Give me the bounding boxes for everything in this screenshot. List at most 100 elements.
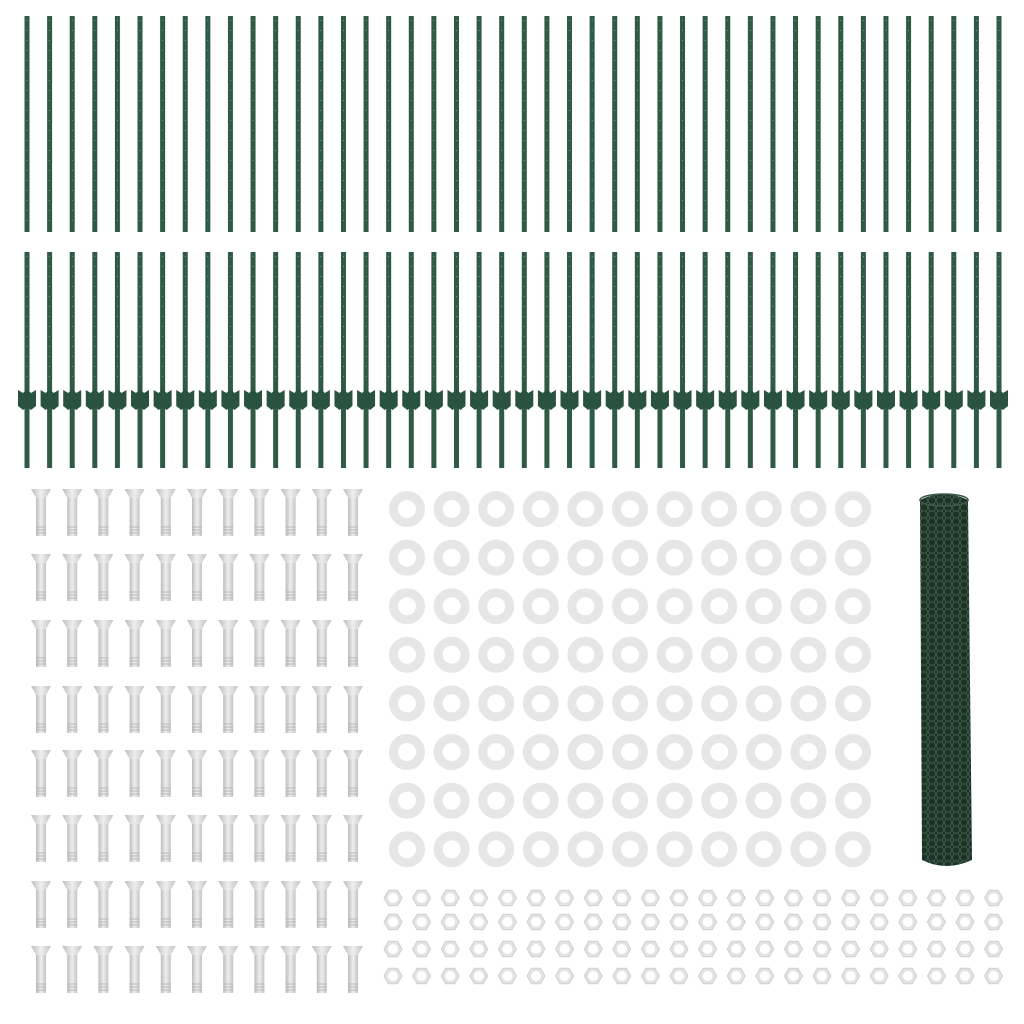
washer — [389, 491, 425, 527]
washer — [389, 685, 425, 722]
hex-nut — [612, 889, 632, 907]
bolt — [249, 881, 270, 928]
washer — [522, 734, 559, 770]
anchor-plate — [922, 389, 941, 410]
bolt — [187, 620, 207, 667]
hex-nut — [526, 889, 546, 907]
bolt — [124, 946, 145, 993]
hex-nut — [898, 913, 918, 931]
hex-nut — [583, 940, 603, 958]
fence-post-with-anchor — [63, 252, 82, 468]
anchor-plate — [718, 389, 737, 410]
fence-post-with-anchor — [334, 252, 353, 468]
bolt — [62, 946, 83, 993]
hex-nut — [984, 913, 1004, 931]
washer — [745, 685, 782, 722]
bolt — [93, 750, 114, 797]
anchor-plate — [244, 389, 263, 410]
hex-nut — [469, 940, 489, 958]
fence-post-with-anchor — [628, 252, 647, 468]
hex-nut — [640, 913, 660, 931]
hex-nut — [412, 940, 432, 958]
anchor-plate — [763, 389, 782, 410]
fence-post-with-anchor — [876, 252, 895, 468]
washer — [701, 831, 738, 868]
hex-nut — [726, 967, 746, 985]
washer — [433, 831, 470, 868]
fence-post — [521, 16, 527, 232]
washer — [835, 588, 871, 625]
washer — [433, 539, 470, 576]
bolt — [93, 489, 114, 536]
washer — [478, 782, 515, 819]
anchor-plate — [515, 389, 534, 410]
anchor-plate — [696, 389, 715, 410]
bolt — [187, 489, 207, 536]
fence-post-with-anchor — [922, 252, 941, 468]
bolt — [93, 946, 114, 993]
hex-nut — [898, 889, 918, 907]
bolt — [31, 686, 51, 733]
bolt — [280, 620, 301, 667]
washer — [389, 831, 425, 868]
fence-post — [476, 16, 482, 232]
hex-nut — [383, 940, 403, 958]
hex-nut — [698, 913, 718, 931]
fence-post — [250, 16, 256, 232]
anchor-plate — [153, 389, 172, 410]
washer — [835, 539, 871, 576]
washer — [612, 734, 648, 770]
bolt — [249, 815, 270, 862]
bolt — [187, 815, 207, 862]
fence-post-with-anchor — [244, 252, 263, 468]
anchor-plate — [809, 389, 828, 410]
hex-nut — [726, 913, 746, 931]
fence-post — [680, 16, 686, 232]
washer — [433, 588, 470, 625]
bolt — [218, 489, 239, 536]
washer — [478, 831, 515, 868]
bolt — [311, 881, 332, 928]
mesh-roll — [919, 493, 972, 866]
bolt — [218, 554, 239, 601]
anchor-plate — [221, 389, 240, 410]
bolt — [155, 489, 176, 536]
bolt — [124, 686, 145, 733]
fence-post-with-anchor — [379, 252, 398, 468]
hex-nut — [440, 940, 460, 958]
bolt — [155, 554, 176, 601]
washer — [745, 491, 782, 527]
hex-nut — [497, 940, 517, 958]
fence-post-with-anchor — [967, 252, 986, 468]
hex-nut — [955, 940, 975, 958]
hex-nut — [412, 967, 432, 985]
fence-post-with-anchor — [492, 252, 511, 468]
hex-nut — [526, 940, 546, 958]
fence-posts-plain-row — [24, 16, 1002, 232]
washer — [656, 782, 693, 819]
fence-post — [657, 16, 663, 232]
hex-nut — [926, 889, 946, 907]
washer — [835, 734, 871, 770]
washer — [835, 831, 871, 868]
washer — [790, 685, 827, 722]
fence-post-with-anchor — [854, 252, 873, 468]
hex-nut — [869, 967, 889, 985]
fence-post — [386, 16, 392, 232]
washer — [567, 685, 604, 722]
bolt — [343, 489, 363, 536]
hex-nut — [555, 913, 575, 931]
fence-post-with-anchor — [560, 252, 579, 468]
fence-post-with-anchor — [424, 252, 443, 468]
washers-grid — [389, 491, 871, 868]
fence-post-with-anchor — [583, 252, 602, 468]
fence-post — [860, 16, 866, 232]
fence-post — [205, 16, 211, 232]
fence-post-with-anchor — [696, 252, 715, 468]
hex-nut — [926, 940, 946, 958]
hex-nut — [497, 967, 517, 985]
hex-nut — [669, 940, 689, 958]
anchor-plate — [492, 389, 511, 410]
fence-post — [92, 16, 98, 232]
hex-nut — [698, 967, 718, 985]
